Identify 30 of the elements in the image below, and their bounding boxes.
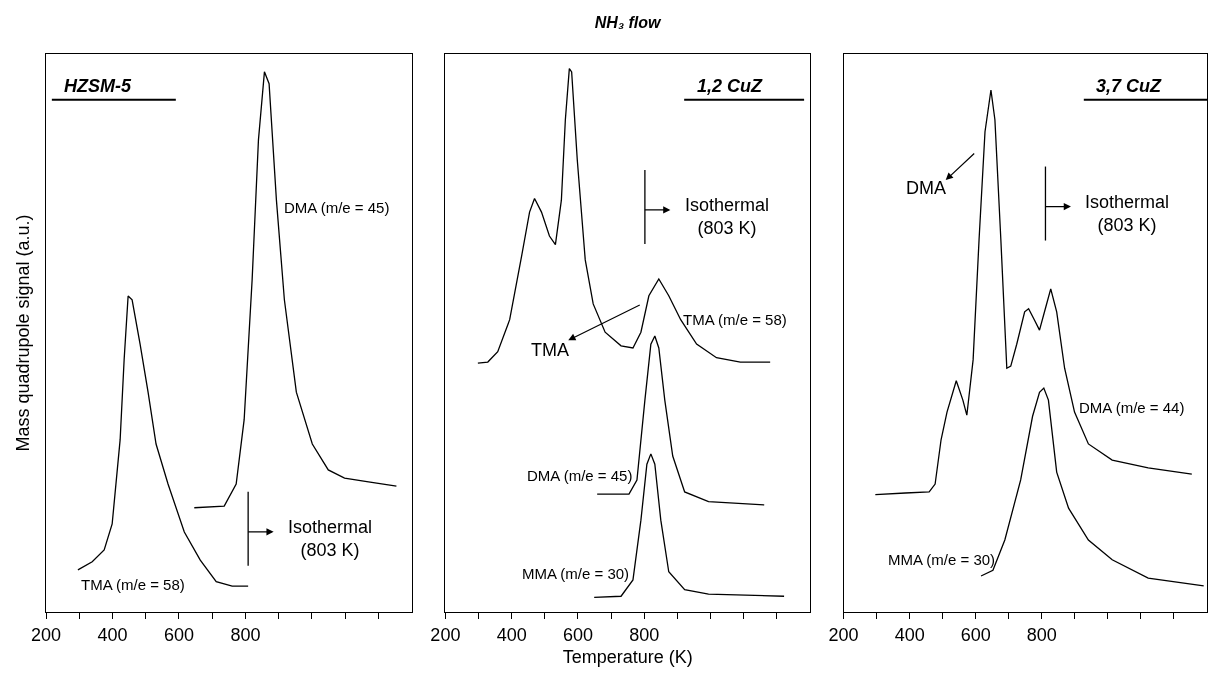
x-tick-label: 600 <box>163 624 195 645</box>
y-axis-title: Mass quadrupole signal (a.u.) <box>13 214 34 452</box>
chart-title: NH₃ flow <box>594 13 663 31</box>
ref-line-label: Isothermal (803 K) <box>685 195 770 239</box>
annotation: DMA <box>906 178 946 198</box>
x-tick-label: 800 <box>1026 624 1057 645</box>
x-tick-label: 400 <box>894 624 925 645</box>
annotation: TMA (m/e = 58) <box>683 311 787 328</box>
annotation: TMA (m/e = 58) <box>81 576 185 593</box>
annotation: 3,7 CuZ <box>1096 76 1163 96</box>
annotation: HZSM-5 <box>64 76 132 96</box>
ref-line-label: Isothermal (803 K) <box>1085 192 1170 236</box>
annotation: 1,2 CuZ <box>697 76 764 96</box>
annotation: TMA <box>531 340 569 360</box>
annotation: DMA (m/e = 45) <box>284 199 390 216</box>
x-tick-label: 600 <box>960 624 991 645</box>
annotation: DMA (m/e = 45) <box>527 467 633 484</box>
x-axis-title: Temperature (K) <box>562 646 693 667</box>
x-tick-label: 800 <box>629 624 660 645</box>
annotation: MMA (m/e = 30) <box>522 565 630 582</box>
x-tick-label: 400 <box>97 624 128 645</box>
annotation: DMA (m/e = 44) <box>1079 399 1185 416</box>
x-tick-label: 400 <box>496 624 527 645</box>
annotation: MMA (m/e = 30) <box>888 551 996 568</box>
x-tick-label: 200 <box>30 624 62 645</box>
x-tick-label: 200 <box>430 624 461 645</box>
x-tick-label: 600 <box>562 624 593 645</box>
ref-line-label: Isothermal (803 K) <box>288 517 373 561</box>
x-tick-label: 800 <box>230 624 261 645</box>
x-tick-label: 200 <box>828 624 859 645</box>
